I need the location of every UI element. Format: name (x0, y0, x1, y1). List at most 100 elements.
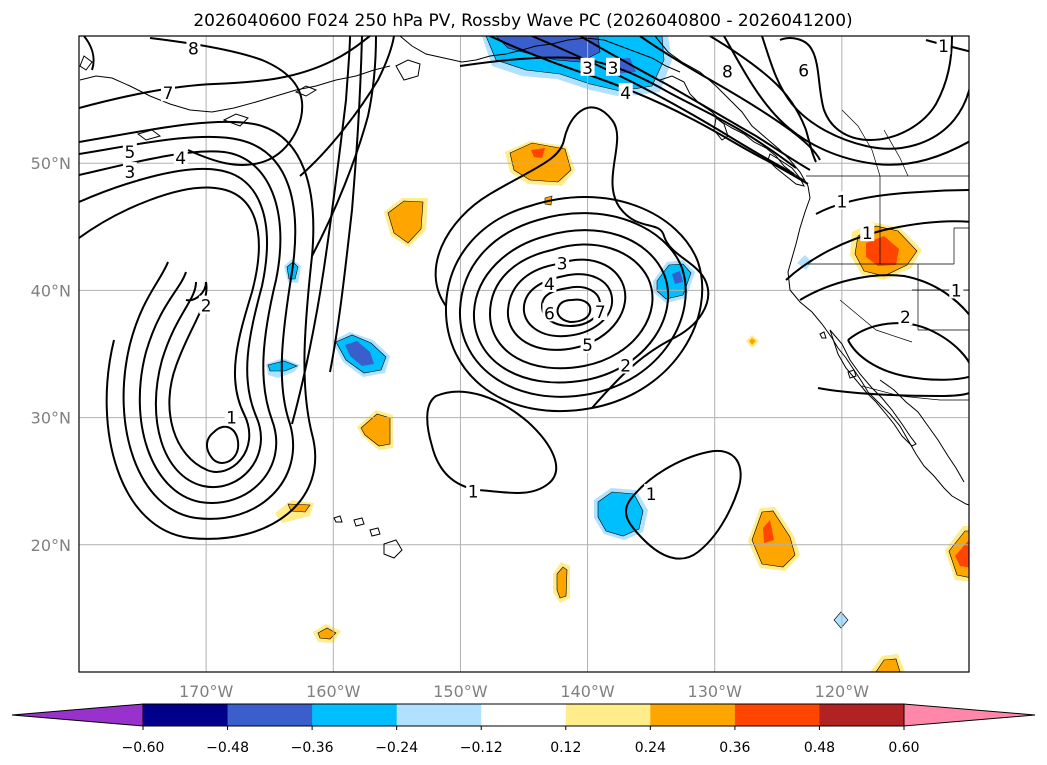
pv-contour (522, 273, 614, 338)
pv-contour (761, 36, 969, 150)
contour-label: 2 (900, 308, 911, 328)
anomaly-blob (556, 566, 568, 599)
pv-contour (291, 36, 351, 425)
colorbar-segment (143, 704, 229, 726)
contour-label-mask (466, 481, 481, 500)
anomaly-blob (287, 503, 311, 513)
contour-label: 8 (722, 63, 733, 83)
colorbar: −0.60 −0.48 −0.36 −0.24 −0.12 0.12 0.24 0.36 0.4… (11, 703, 1036, 756)
contour-label-mask (580, 335, 595, 354)
hawaii-oahu (353, 517, 365, 527)
lon-tick-label: 160°W (306, 682, 361, 701)
contour-label: 4 (620, 84, 631, 104)
alaska-peninsula-tip (79, 55, 93, 71)
pv-contour (149, 37, 304, 167)
coastlines (79, 36, 969, 559)
anomaly-blob (866, 236, 899, 266)
contour-label-mask (173, 148, 188, 167)
contour-label: 1 (226, 409, 237, 429)
contour-label-mask (898, 307, 913, 326)
contour-label-mask (593, 302, 608, 321)
contour-label-mask (618, 355, 633, 374)
hawaii-maui (369, 527, 381, 537)
anomaly-blob (345, 341, 374, 366)
contour-label: 3 (557, 255, 568, 275)
contour-label: 4 (544, 275, 555, 295)
aleutian-island (294, 85, 318, 97)
guadalupe-island (819, 331, 827, 339)
pv-contour (723, 36, 969, 166)
hawaii-big-island (383, 539, 403, 559)
contour-label: 1 (646, 485, 657, 505)
contour-label: 5 (582, 336, 593, 356)
colorbar-tick-label: 0.36 (719, 740, 750, 756)
pv-contour (426, 390, 558, 494)
channel-islands (847, 369, 857, 379)
contour-label: 2 (201, 297, 212, 317)
pv-contour (779, 36, 953, 142)
lon-tick-label: 150°W (433, 682, 488, 701)
pv-contour (540, 286, 602, 328)
positive-anomaly-shading (275, 141, 969, 672)
aleutian-chain (79, 65, 391, 113)
colorbar-tick-label: −0.60 (122, 740, 165, 756)
contour-label-mask (186, 38, 201, 57)
contour-label: 5 (124, 143, 135, 163)
pv-contour (847, 322, 969, 381)
anomaly-blob (797, 255, 812, 270)
pv-contour (472, 229, 669, 384)
latitude-tick-labels: 50°N 40°N 30°N 20°N (31, 154, 71, 555)
contour-label-mask (936, 36, 951, 55)
colorbar-under-arrow (11, 703, 144, 727)
contour-label: 4 (175, 149, 186, 169)
anomaly-blob (833, 611, 849, 629)
pv-contour (489, 36, 809, 185)
anomaly-blob (749, 338, 756, 345)
contour-label-mask (199, 295, 214, 314)
contour-label: 1 (468, 482, 479, 502)
contour-label-mask (618, 83, 633, 102)
colorbar-frame (142, 703, 905, 727)
map-background (79, 36, 969, 672)
contour-label: 2 (620, 356, 631, 376)
contour-label-mask (860, 223, 875, 242)
colorbar-tick-label: 0.60 (888, 740, 919, 756)
pv-contour (639, 36, 821, 161)
pv-contour (799, 274, 969, 316)
pv-contour (79, 36, 371, 109)
colorbar-segment (734, 704, 820, 726)
colorbar-segment (819, 704, 905, 726)
contour-label: 3 (124, 163, 135, 183)
pv-contour (79, 135, 297, 520)
pv-contour (79, 120, 317, 540)
aleutian-island (222, 113, 249, 127)
colorbar-segment (650, 704, 736, 726)
contour-label-mask (949, 280, 964, 299)
contour-label: 8 (188, 40, 199, 60)
anomaly-blob (763, 520, 774, 543)
anomaly-blob (360, 413, 391, 447)
alaska-panhandle-islands (659, 75, 805, 181)
colorbar-tick-label: 0.12 (550, 740, 581, 756)
longitude-tick-labels: 170°W 160°W 150°W 140°W 130°W 120°W (179, 682, 869, 701)
pv-contour (79, 186, 260, 473)
colorbar-tick-label: 0.48 (804, 740, 835, 756)
contour-label-mask (834, 191, 849, 210)
contour-label: 1 (951, 281, 962, 301)
us-mexico-border (861, 385, 969, 401)
lon-tick-label: 140°W (560, 682, 615, 701)
pv-contour (459, 56, 797, 169)
contour-label-mask (555, 253, 570, 272)
contour-label: 7 (163, 84, 174, 104)
baja-california (829, 329, 917, 447)
kodiak-island (395, 59, 421, 81)
pv-contour (556, 298, 592, 324)
contour-label: 1 (862, 224, 873, 244)
hawaii-kauai (333, 515, 343, 523)
pv-contours (79, 36, 969, 560)
contour-label: 3 (582, 59, 593, 79)
anomaly-blob (672, 271, 683, 284)
contour-label-mask (720, 61, 735, 80)
pv-contour (531, 36, 795, 175)
contour-label-mask (161, 83, 175, 102)
